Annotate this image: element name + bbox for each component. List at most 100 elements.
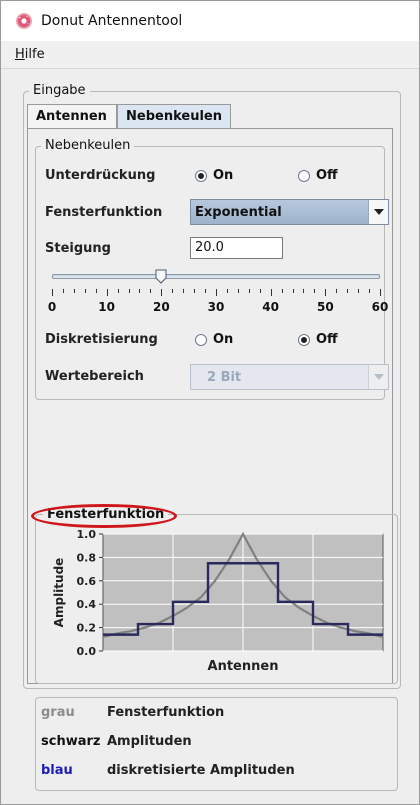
value-range-select[interactable]: 2 Bit: [190, 364, 389, 390]
series-window-function: [102, 531, 384, 639]
menu-help-label: ilfe: [24, 47, 45, 62]
slider-tick: [52, 289, 53, 296]
discretization-on-label: On: [213, 332, 234, 347]
value-range-value: 2 Bit: [207, 370, 242, 385]
slider-thumb[interactable]: [155, 269, 167, 284]
value-range-label: Wertebereich: [45, 369, 144, 384]
x-axis-label: Antennen: [208, 659, 279, 674]
y-tick-label: 0.2: [77, 622, 97, 635]
y-tick-label: 0.4: [77, 598, 97, 611]
slider-tick-label: 20: [152, 300, 170, 314]
y-tick-label: 1.0: [77, 528, 97, 541]
menu-help-mnemonic: H: [15, 47, 25, 62]
slider-tick: [292, 289, 294, 293]
slider-tick: [128, 289, 130, 293]
tab-nebenkeulen[interactable]: Nebenkeulen: [117, 104, 231, 129]
y-tick-label: 0.8: [77, 551, 97, 564]
slider-tick: [314, 289, 316, 293]
discretization-label: Diskretisierung: [45, 332, 158, 347]
radio-unselected-icon: [195, 333, 207, 346]
menu-bar: Hilfe: [1, 41, 419, 69]
input-group-label: Eingabe: [29, 83, 90, 98]
plot-group: [35, 514, 398, 684]
slider-tick-label: 60: [371, 300, 389, 314]
slider-tick: [281, 289, 283, 293]
discretization-off-label: Off: [316, 332, 338, 347]
slider-tick: [347, 289, 349, 293]
sidelobes-group: [35, 146, 385, 400]
slider-tick: [259, 289, 261, 293]
window-title: Donut Antennentool: [41, 13, 183, 29]
slider-tick: [270, 289, 272, 296]
series-amplitudes: [103, 562, 383, 636]
slider-tick: [183, 289, 185, 293]
donut-icon: [16, 13, 32, 29]
window-function-label: Fensterfunktion: [45, 205, 163, 220]
legend-description: Amplituden: [107, 734, 192, 749]
slider-tick: [336, 289, 338, 293]
slider-tick: [226, 289, 228, 293]
slider-tick: [84, 289, 86, 293]
slider-tick-label: 40: [262, 300, 280, 314]
slider-tick-label: 0: [47, 300, 57, 314]
window-function-chart: 0.0 0.2 0.4 0.6 0.8 1.0 Antennen Amplitude: [52, 528, 384, 674]
radio-selected-icon: [298, 333, 310, 346]
slider-tick: [216, 289, 217, 296]
suppression-off-label: Off: [316, 168, 338, 183]
window-function-value: Exponential: [195, 205, 282, 220]
slider-tick: [95, 289, 97, 293]
slider-tick: [150, 289, 152, 293]
legend-description: diskretisierte Amplituden: [107, 763, 295, 778]
suppression-label: Unterdrückung: [45, 168, 156, 183]
slider-tick: [358, 289, 360, 293]
legend-group: [35, 697, 398, 791]
window-function-select[interactable]: Exponential: [190, 199, 389, 225]
slider-tick: [161, 289, 163, 296]
slider-tick-label: 30: [207, 300, 225, 314]
legend-key: grau: [41, 705, 75, 720]
tab-nebenkeulen-label: Nebenkeulen: [126, 109, 222, 124]
slope-label: Steigung: [45, 241, 111, 256]
slope-slider-track[interactable]: [52, 274, 380, 279]
chevron-down-icon[interactable]: [368, 200, 388, 224]
slider-tick: [369, 289, 371, 293]
slider-tick: [237, 289, 239, 293]
radio-selected-icon: [195, 169, 207, 182]
slider-tick: [248, 289, 250, 293]
slider-tick-label: 50: [316, 300, 334, 314]
suppression-off-radio[interactable]: Off: [298, 168, 338, 183]
menu-help[interactable]: Hilfe: [15, 47, 45, 62]
tab-antennen[interactable]: Antennen: [27, 104, 117, 129]
slider-tick: [303, 289, 305, 293]
radio-unselected-icon: [298, 169, 310, 182]
y-tick-label: 0.6: [77, 575, 97, 588]
slider-tick: [117, 289, 119, 293]
tab-antennen-label: Antennen: [36, 109, 107, 124]
slider-tick: [172, 289, 174, 293]
slider-tick: [205, 289, 207, 293]
sidelobes-group-label: Nebenkeulen: [41, 138, 135, 153]
chevron-down-icon[interactable]: [368, 365, 388, 389]
slider-tick: [62, 289, 64, 293]
y-tick-label: 0.0: [77, 645, 97, 658]
legend-key: blau: [41, 763, 73, 778]
discretization-off-radio[interactable]: Off: [298, 332, 338, 347]
slider-tick-label: 10: [98, 300, 116, 314]
slider-tick: [380, 289, 381, 296]
slope-value: 20.0: [195, 240, 224, 255]
suppression-on-label: On: [213, 168, 234, 183]
slider-tick: [139, 289, 141, 293]
legend-description: Fensterfunktion: [107, 705, 225, 720]
slider-tick: [106, 289, 108, 296]
slider-tick: [73, 289, 75, 293]
discretization-on-radio[interactable]: On: [195, 332, 233, 347]
slider-tick: [325, 289, 327, 296]
slope-input[interactable]: 20.0: [190, 237, 283, 259]
legend-key: schwarz: [41, 734, 101, 749]
red-highlight-circle: [31, 504, 177, 528]
suppression-on-radio[interactable]: On: [195, 168, 233, 183]
slider-tick: [194, 289, 196, 293]
title-bar: Donut Antennentool: [1, 1, 419, 41]
input-group: [23, 91, 401, 689]
